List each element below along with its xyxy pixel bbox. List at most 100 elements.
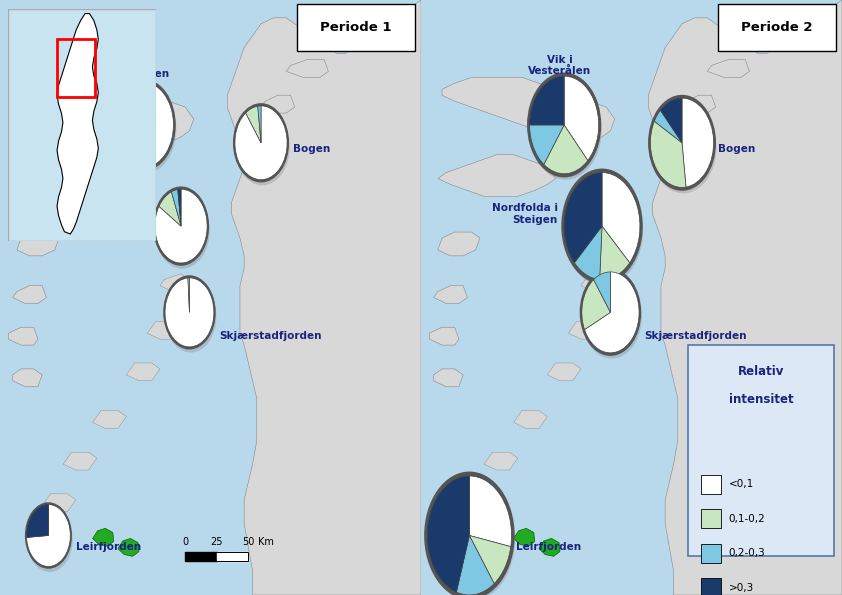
- Wedge shape: [654, 110, 682, 143]
- Wedge shape: [660, 98, 682, 143]
- Polygon shape: [17, 232, 59, 256]
- Wedge shape: [456, 536, 494, 595]
- Ellipse shape: [165, 282, 216, 352]
- Polygon shape: [484, 452, 518, 470]
- Polygon shape: [682, 95, 716, 113]
- Wedge shape: [651, 121, 686, 187]
- Text: Skjærstadfjorden: Skjærstadfjorden: [219, 331, 322, 341]
- Wedge shape: [602, 173, 640, 263]
- Wedge shape: [530, 76, 564, 125]
- Wedge shape: [682, 98, 713, 187]
- Wedge shape: [172, 189, 181, 226]
- Polygon shape: [227, 0, 421, 595]
- Polygon shape: [568, 321, 602, 339]
- Wedge shape: [141, 82, 143, 125]
- FancyBboxPatch shape: [297, 4, 415, 51]
- Wedge shape: [738, 446, 761, 479]
- Ellipse shape: [233, 103, 289, 183]
- FancyBboxPatch shape: [718, 4, 835, 51]
- Text: Bogen: Bogen: [718, 144, 755, 154]
- Text: Skjærstadfjorden: Skjærstadfjorden: [644, 331, 747, 341]
- Polygon shape: [581, 274, 610, 292]
- Wedge shape: [137, 82, 143, 125]
- Bar: [57, 39, 95, 97]
- Wedge shape: [165, 278, 214, 347]
- Text: 25: 25: [210, 537, 223, 547]
- Ellipse shape: [563, 176, 643, 286]
- Ellipse shape: [155, 193, 210, 269]
- Wedge shape: [564, 76, 599, 161]
- Wedge shape: [564, 173, 602, 263]
- Text: Leirfjorden: Leirfjorden: [76, 543, 141, 552]
- Ellipse shape: [153, 186, 209, 266]
- Ellipse shape: [235, 109, 290, 186]
- Polygon shape: [429, 327, 459, 345]
- Polygon shape: [13, 286, 46, 303]
- FancyBboxPatch shape: [8, 9, 156, 241]
- Wedge shape: [235, 106, 287, 180]
- Text: Vik i
Vesterålen: Vik i Vesterålen: [529, 55, 591, 76]
- Polygon shape: [177, 226, 202, 244]
- Ellipse shape: [25, 502, 72, 569]
- Text: >0,3: >0,3: [729, 583, 754, 593]
- Wedge shape: [600, 226, 630, 280]
- Text: Leirfjorden: Leirfjorden: [515, 543, 581, 552]
- Polygon shape: [724, 24, 766, 48]
- Wedge shape: [27, 505, 49, 537]
- Ellipse shape: [579, 269, 642, 356]
- Ellipse shape: [27, 509, 72, 572]
- Polygon shape: [118, 538, 139, 556]
- Wedge shape: [470, 476, 511, 547]
- Wedge shape: [574, 226, 602, 280]
- Polygon shape: [17, 155, 135, 196]
- Ellipse shape: [738, 418, 786, 484]
- Wedge shape: [113, 82, 173, 168]
- Text: Nordfolda i
Steigen: Nordfolda i Steigen: [492, 203, 558, 225]
- Wedge shape: [761, 414, 784, 446]
- Polygon shape: [8, 327, 38, 345]
- Wedge shape: [761, 446, 784, 479]
- Wedge shape: [584, 272, 639, 353]
- Text: 0: 0: [182, 537, 189, 547]
- Text: Periode 1: Periode 1: [320, 21, 392, 34]
- Polygon shape: [63, 452, 97, 470]
- Polygon shape: [463, 494, 497, 512]
- Polygon shape: [57, 14, 99, 234]
- Wedge shape: [188, 278, 189, 312]
- Polygon shape: [434, 286, 467, 303]
- Polygon shape: [438, 232, 480, 256]
- Polygon shape: [514, 528, 535, 546]
- Ellipse shape: [113, 86, 176, 174]
- Ellipse shape: [427, 480, 515, 595]
- Polygon shape: [303, 24, 345, 48]
- Polygon shape: [93, 528, 114, 546]
- FancyBboxPatch shape: [701, 475, 721, 494]
- Text: Relativ: Relativ: [738, 365, 784, 378]
- Polygon shape: [13, 369, 42, 387]
- Wedge shape: [544, 125, 588, 174]
- Wedge shape: [155, 189, 207, 263]
- Polygon shape: [514, 411, 547, 428]
- Wedge shape: [159, 192, 181, 226]
- Text: 0,2-0,3: 0,2-0,3: [729, 549, 765, 558]
- Ellipse shape: [110, 79, 176, 171]
- Wedge shape: [582, 280, 610, 330]
- Ellipse shape: [163, 275, 216, 349]
- Text: Bogen: Bogen: [293, 144, 330, 154]
- Wedge shape: [27, 505, 70, 566]
- Wedge shape: [428, 476, 470, 592]
- Wedge shape: [258, 106, 261, 143]
- Polygon shape: [648, 0, 842, 595]
- Polygon shape: [598, 226, 623, 244]
- Polygon shape: [93, 411, 126, 428]
- Polygon shape: [442, 77, 615, 143]
- Polygon shape: [126, 363, 160, 381]
- Wedge shape: [594, 272, 610, 312]
- Polygon shape: [434, 369, 463, 387]
- FancyBboxPatch shape: [701, 544, 721, 563]
- Polygon shape: [707, 60, 749, 77]
- Bar: [185, 552, 248, 561]
- Ellipse shape: [650, 102, 717, 193]
- Text: 50: 50: [242, 537, 254, 547]
- Wedge shape: [530, 125, 564, 164]
